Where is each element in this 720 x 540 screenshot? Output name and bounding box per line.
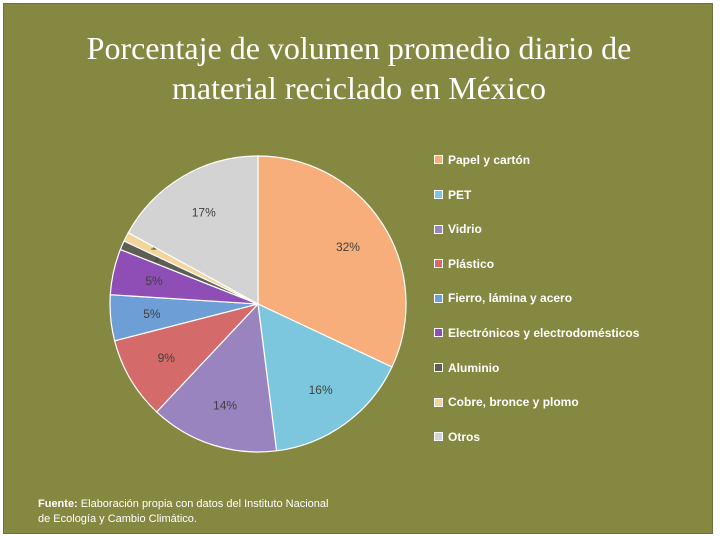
legend-item-1: Papel y cartón bbox=[434, 152, 530, 172]
legend-swatch bbox=[434, 224, 443, 234]
slide: Porcentaje de volumen promedio diario de… bbox=[3, 3, 713, 534]
pie-slice-label-5: 5% bbox=[143, 307, 161, 321]
chart-title-line-2: material reciclado en México bbox=[171, 70, 547, 106]
legend-item-3: Vidrio bbox=[434, 221, 482, 241]
pie-slice-label-6: 5% bbox=[145, 274, 163, 288]
source-label: Fuente: bbox=[38, 498, 78, 510]
legend-swatch bbox=[434, 189, 443, 199]
pie-slice-label-9: 17% bbox=[192, 205, 216, 219]
legend-swatch bbox=[434, 432, 443, 442]
source-text: Elaboración propia con datos del Institu… bbox=[38, 498, 329, 525]
legend-item-9: Otros bbox=[434, 429, 480, 449]
legend-label: PET bbox=[448, 187, 472, 202]
source-note: Fuente: Elaboración propia con datos del… bbox=[38, 497, 338, 527]
pie-slice-label-2: 16% bbox=[309, 383, 333, 397]
pie-chart: 32%16%14%9%5%5%1%1%17% bbox=[109, 155, 407, 453]
legend-swatch bbox=[434, 259, 443, 269]
legend-swatch bbox=[434, 328, 443, 338]
pie-slice-4 bbox=[113, 302, 260, 413]
pie-slice-label-3: 14% bbox=[213, 398, 237, 412]
pie-slice-9 bbox=[127, 155, 259, 306]
pie-slice-1 bbox=[257, 155, 407, 368]
pie-slice-label-4: 9% bbox=[158, 351, 176, 365]
legend-item-7: Aluminio bbox=[434, 360, 499, 380]
legend-label: Papel y cartón bbox=[448, 152, 531, 167]
legend-item-6: Electrónicos y electrodomésticos bbox=[434, 325, 639, 345]
legend-item-5: Fierro, lámina y acero bbox=[434, 290, 572, 310]
pie-slice-label-1: 32% bbox=[336, 240, 360, 254]
legend-swatch bbox=[434, 293, 443, 303]
chart-title: Porcentaje de volumen promedio diario de… bbox=[4, 28, 714, 108]
legend-item-2: PET bbox=[434, 187, 471, 207]
legend-swatch bbox=[434, 397, 443, 407]
legend-swatch bbox=[434, 155, 443, 165]
legend-label: Plástico bbox=[448, 256, 495, 271]
chart-title-line-1: Porcentaje de volumen promedio diario de bbox=[86, 30, 632, 66]
pie-slice-2 bbox=[257, 302, 393, 452]
legend-label: Fierro, lámina y acero bbox=[448, 291, 573, 306]
legend-label: Cobre, bronce y plomo bbox=[448, 395, 579, 410]
legend-label: Aluminio bbox=[448, 360, 500, 375]
legend-label: Otros bbox=[448, 429, 481, 444]
legend-item-4: Plástico bbox=[434, 256, 494, 276]
legend-label: Vidrio bbox=[448, 222, 482, 237]
pie-slice-3 bbox=[155, 302, 278, 453]
legend-item-8: Cobre, bronce y plomo bbox=[434, 394, 579, 414]
legend-swatch bbox=[434, 362, 443, 372]
legend-label: Electrónicos y electrodomésticos bbox=[448, 325, 640, 340]
